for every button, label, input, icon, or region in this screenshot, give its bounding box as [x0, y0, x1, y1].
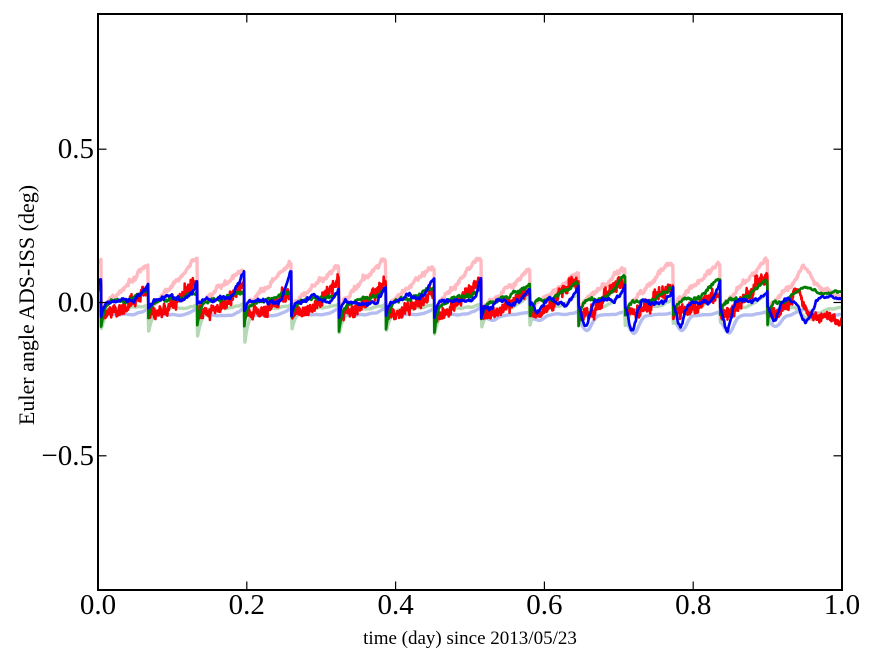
svg-text:0.0: 0.0	[58, 287, 94, 319]
svg-text:Euler angle ADS-ISS (deg): Euler angle ADS-ISS (deg)	[14, 185, 39, 425]
svg-text:0.4: 0.4	[377, 589, 414, 621]
svg-text:time (day) since 2013/05/23: time (day) since 2013/05/23	[363, 628, 577, 649]
svg-text:−0.5: −0.5	[41, 440, 94, 472]
svg-text:0.8: 0.8	[675, 589, 711, 621]
svg-text:0.6: 0.6	[526, 589, 562, 621]
svg-text:0.2: 0.2	[229, 589, 265, 621]
svg-text:1.0: 1.0	[824, 589, 860, 621]
svg-text:0.0: 0.0	[80, 589, 116, 621]
svg-text:0.5: 0.5	[58, 133, 94, 165]
